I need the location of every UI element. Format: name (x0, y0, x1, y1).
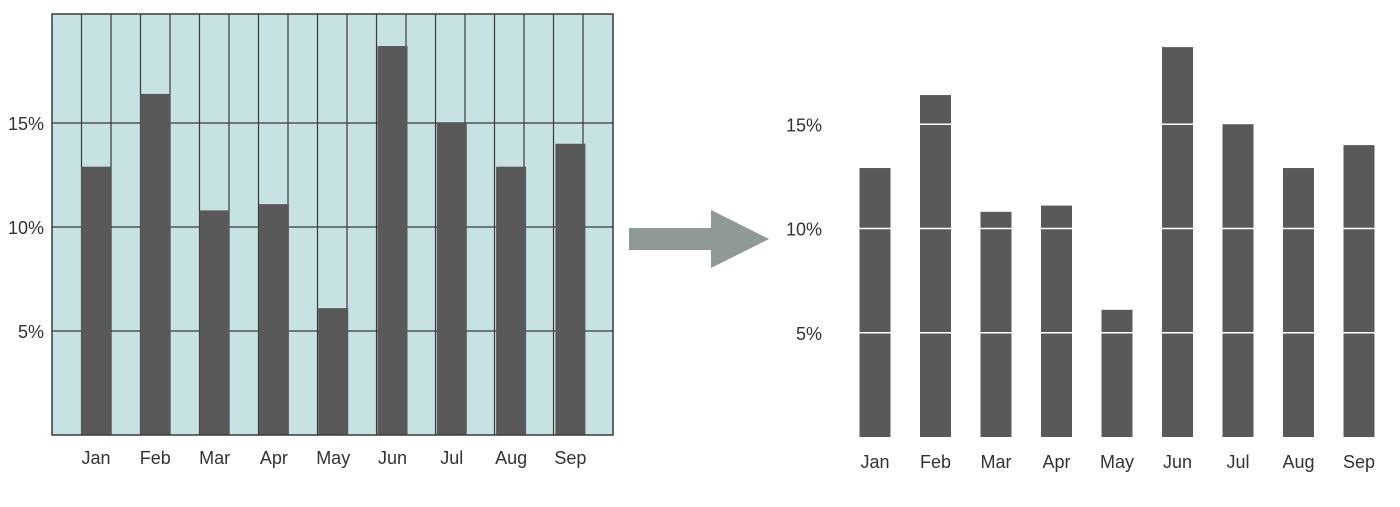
x-category-label: Feb (920, 452, 951, 472)
bar-jul (1222, 124, 1254, 437)
y-tick-label: 15% (786, 115, 822, 135)
x-category-label: Apr (260, 448, 288, 468)
x-category-label: May (1100, 452, 1134, 472)
x-category-label: Jan (81, 448, 110, 468)
x-category-label: Jan (860, 452, 889, 472)
x-category-label: Aug (1282, 452, 1314, 472)
bar-apr (1041, 205, 1072, 437)
bar-aug (1283, 168, 1314, 437)
bar-sep (1343, 145, 1375, 437)
bar-mar (980, 211, 1012, 437)
bar-aug (496, 166, 527, 435)
bar-feb (920, 95, 951, 437)
bar-jul (436, 123, 467, 435)
bar-may (318, 308, 349, 435)
y-tick-label: 5% (18, 322, 44, 342)
x-category-label: Aug (495, 448, 527, 468)
x-category-label: Feb (140, 448, 171, 468)
bar-may (1101, 309, 1133, 437)
y-tick-label: 15% (8, 114, 44, 134)
x-category-label: Jul (1226, 452, 1249, 472)
y-tick-label: 10% (8, 218, 44, 238)
y-tick-label: 10% (786, 220, 822, 240)
x-category-label: Apr (1042, 452, 1070, 472)
x-category-label: Mar (199, 448, 230, 468)
x-category-label: Sep (554, 448, 586, 468)
bar-jan (859, 168, 891, 437)
x-category-label: Jul (440, 448, 463, 468)
x-category-label: May (316, 448, 350, 468)
x-category-label: Jun (378, 448, 407, 468)
bar-mar (199, 210, 230, 435)
bar-jun (377, 46, 408, 435)
decluttered-bar-chart: 5% 10% 15% Jan Feb Mar Apr May Jun Jul Aug Sep (786, 47, 1375, 472)
x-category-label: Jun (1163, 452, 1192, 472)
y-tick-label: 5% (796, 324, 822, 344)
cluttered-bar-chart: 5% 10% 15% Jan Feb Mar Apr May Jun Jul Aug Sep (8, 13, 614, 468)
bar-feb (140, 93, 171, 435)
plot-frame (51, 13, 614, 436)
x-category-label: Mar (981, 452, 1012, 472)
bar-sep (555, 143, 586, 436)
bar-jan (81, 166, 111, 435)
x-category-label: Sep (1343, 452, 1375, 472)
arrow-right-icon (629, 210, 769, 268)
bar-apr (258, 204, 289, 435)
bar-jun (1162, 47, 1193, 437)
